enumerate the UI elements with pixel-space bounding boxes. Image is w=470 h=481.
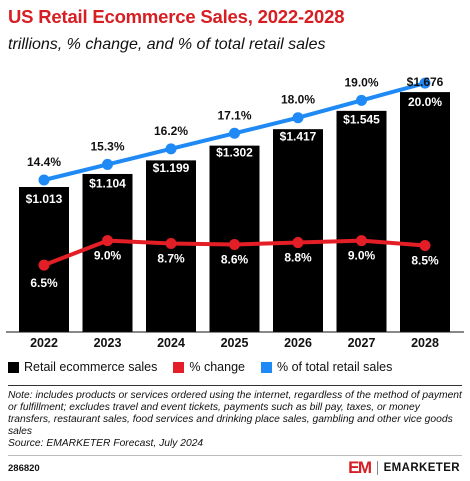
point-percent-total-2024 xyxy=(165,143,177,155)
change-label-2026: 8.8% xyxy=(284,251,312,265)
total-label-2022: 14.4% xyxy=(27,155,61,169)
legend-swatch-percent-total xyxy=(261,361,272,373)
bar-label-2026: $1.417 xyxy=(280,130,317,144)
point-percent-total-2026 xyxy=(292,112,304,124)
change-label-2027: 9.0% xyxy=(348,249,376,263)
x-tick-label-2027: 2027 xyxy=(348,336,376,350)
bar-label-2022: $1.013 xyxy=(26,192,63,206)
bar-label-2023: $1.104 xyxy=(89,176,126,190)
chart-footnote: Note: includes products or services orde… xyxy=(8,390,464,450)
change-label-2025: 8.6% xyxy=(221,253,249,267)
brand-name: EMARKETER xyxy=(383,462,460,474)
bar-2023 xyxy=(82,173,133,332)
legend-divider xyxy=(8,385,462,386)
bar-2027 xyxy=(336,110,387,333)
legend-swatch-ecommerce-sales xyxy=(8,361,19,373)
point-percent-change-2028 xyxy=(419,240,431,251)
chart-subtitle: trillions, % change, and % of total reta… xyxy=(8,36,326,53)
legend-label-percent-change: % change xyxy=(189,360,245,374)
point-percent-total-2022 xyxy=(38,174,50,186)
note-text: Note: includes products or services orde… xyxy=(8,390,462,437)
bar-2028 xyxy=(400,92,450,332)
legend-label-ecommerce-sales: Retail ecommerce sales xyxy=(24,360,158,374)
point-percent-change-2027 xyxy=(356,235,367,247)
point-percent-change-2022 xyxy=(38,259,50,271)
legend-swatch-percent-change xyxy=(173,361,185,373)
bar-2026 xyxy=(273,129,323,332)
point-percent-total-2028 xyxy=(419,77,431,89)
brand-logo: EM EMARKETER xyxy=(348,458,460,478)
chart-canvas: 2022 2023 2024 2025 2026 2027 2028 $1.013 $1.104… xyxy=(6,75,464,350)
x-tick-label-2022: 2022 xyxy=(30,336,58,350)
chart-legend: Retail ecommerce sales % change % of tot… xyxy=(8,359,408,375)
x-tick-label-2026: 2026 xyxy=(284,336,312,350)
chart-id: 286820 xyxy=(8,463,40,474)
x-tick-label-2025: 2025 xyxy=(221,336,249,350)
bar-label-2028: $1.676 xyxy=(407,75,444,89)
total-label-2023: 15.3% xyxy=(90,139,124,153)
total-label-2028: 20.0% xyxy=(408,95,442,109)
legend-item-ecommerce-sales: Retail ecommerce sales xyxy=(8,360,157,374)
total-label-2024: 16.2% xyxy=(154,124,188,138)
change-label-2023: 9.0% xyxy=(94,249,122,263)
legend-item-percent-change: % change xyxy=(173,360,245,374)
change-label-2022: 6.5% xyxy=(30,276,58,290)
chart-title: US Retail Ecommerce Sales, 2022-2028 xyxy=(8,6,345,27)
point-percent-total-2023 xyxy=(102,158,113,170)
source-text: Source: EMARKETER Forecast, July 2024 xyxy=(8,438,204,449)
footer-divider xyxy=(8,455,462,456)
legend-label-percent-total: % of total retail sales xyxy=(277,360,393,374)
total-label-2026: 18.0% xyxy=(281,93,315,107)
change-label-2028: 8.5% xyxy=(411,254,439,268)
total-label-2025: 17.1% xyxy=(217,108,251,122)
bar-2025 xyxy=(209,145,260,332)
x-tick-label-2023: 2023 xyxy=(94,336,122,350)
brand-separator xyxy=(376,461,378,475)
point-percent-change-2024 xyxy=(165,238,177,250)
x-tick-label-2028: 2028 xyxy=(411,336,439,350)
point-percent-change-2023 xyxy=(102,235,113,247)
point-percent-change-2025 xyxy=(229,239,240,251)
bar-label-2025: $1.302 xyxy=(216,145,253,159)
point-percent-total-2027 xyxy=(356,94,367,106)
bar-label-2024: $1.199 xyxy=(153,161,190,175)
brand-mark-icon: EM xyxy=(348,458,372,477)
point-percent-change-2026 xyxy=(292,237,304,249)
point-percent-total-2025 xyxy=(229,127,240,139)
bar-label-2027: $1.545 xyxy=(343,112,380,126)
total-label-2027: 19.0% xyxy=(344,75,378,89)
x-tick-label-2024: 2024 xyxy=(157,336,185,350)
legend-item-percent-total: % of total retail sales xyxy=(261,360,392,374)
change-label-2024: 8.7% xyxy=(157,252,185,266)
